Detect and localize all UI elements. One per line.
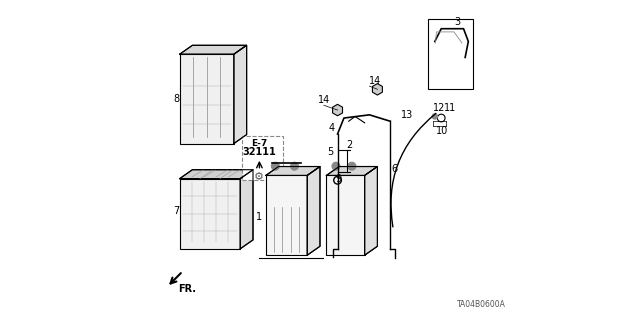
Circle shape bbox=[348, 162, 356, 170]
Text: ⚙: ⚙ bbox=[254, 172, 264, 182]
Text: 9: 9 bbox=[335, 174, 341, 184]
Bar bbox=[266, 175, 307, 255]
Text: 4: 4 bbox=[328, 122, 335, 133]
Polygon shape bbox=[240, 170, 253, 249]
Bar bbox=[180, 179, 240, 249]
Bar bbox=[180, 54, 234, 144]
Circle shape bbox=[291, 162, 298, 170]
Polygon shape bbox=[180, 45, 246, 54]
Circle shape bbox=[432, 114, 437, 119]
Text: FR.: FR. bbox=[178, 284, 196, 294]
Text: 13: 13 bbox=[401, 110, 413, 120]
Text: 14: 14 bbox=[369, 76, 381, 86]
FancyBboxPatch shape bbox=[242, 136, 284, 180]
Text: 3: 3 bbox=[454, 17, 460, 27]
Text: 14: 14 bbox=[319, 95, 331, 106]
Text: 8: 8 bbox=[173, 94, 179, 104]
Text: 32111: 32111 bbox=[243, 146, 276, 157]
Polygon shape bbox=[365, 167, 378, 255]
Circle shape bbox=[332, 162, 340, 170]
Polygon shape bbox=[234, 45, 246, 144]
Text: 12: 12 bbox=[433, 103, 445, 114]
Text: 5: 5 bbox=[327, 146, 333, 157]
Text: 11: 11 bbox=[444, 103, 456, 114]
Polygon shape bbox=[266, 167, 320, 175]
Text: 2: 2 bbox=[346, 140, 353, 150]
Polygon shape bbox=[307, 167, 320, 255]
Text: 7: 7 bbox=[173, 205, 179, 216]
Text: 1: 1 bbox=[256, 212, 262, 222]
Text: E-7: E-7 bbox=[252, 139, 268, 148]
Polygon shape bbox=[326, 167, 378, 175]
Polygon shape bbox=[180, 170, 253, 179]
Bar bbox=[428, 19, 473, 89]
Text: 10: 10 bbox=[435, 126, 448, 136]
Circle shape bbox=[271, 162, 279, 170]
Text: TA04B0600A: TA04B0600A bbox=[457, 300, 506, 309]
Text: 6: 6 bbox=[392, 164, 398, 174]
Bar bbox=[326, 175, 365, 255]
